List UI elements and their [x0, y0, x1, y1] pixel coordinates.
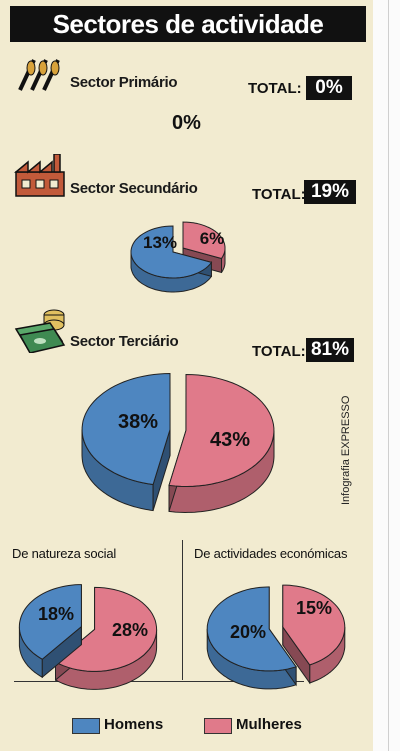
subgroup-divider [182, 540, 183, 680]
sector-secundario-total: 19% [304, 180, 356, 204]
page-title: Sectores de actividade [10, 6, 366, 42]
pie-0-label-mulheres: 6% [200, 229, 225, 248]
pie-3-label-mulheres: 15% [296, 598, 332, 618]
pie-1-label-mulheres: 43% [210, 429, 250, 451]
sector-primario-value: 0% [172, 112, 201, 134]
pie-2-label-mulheres: 28% [112, 620, 148, 640]
legend-swatch-homens [72, 718, 100, 734]
pie-chart-3: 20% 15% [206, 584, 346, 690]
legend-swatch-mulheres [204, 718, 232, 734]
pie-3-slice-homens [206, 586, 297, 690]
sector-primario-name: Sector Primário [70, 74, 178, 91]
money-icon [14, 309, 66, 353]
pie-3-slice-mulheres [282, 584, 346, 685]
sector-terciario-total: 81% [306, 338, 354, 362]
pie-0-label-homens: 13% [143, 233, 177, 252]
sector-terciario-name: Sector Terciário [70, 333, 179, 350]
pie-2-slice-homens [18, 584, 82, 679]
pie-2-slice-mulheres [54, 586, 158, 690]
factory-icon [14, 154, 65, 197]
pie-chart-1: 38% 43% [81, 372, 275, 514]
subgroup-label-social: De natureza social [12, 546, 117, 561]
wheat-icon [14, 56, 62, 94]
page-edge [373, 0, 400, 751]
pie-0-slice-mulheres [182, 221, 226, 274]
sector-secundario-total-label: TOTAL: [252, 186, 306, 203]
sector-primario-total-label: TOTAL: [248, 80, 302, 97]
legend-label-homens: Homens [104, 716, 164, 733]
pie-chart-2: 18% 28% [18, 584, 158, 690]
sector-secundario-name: Sector Secundário [70, 180, 198, 197]
pie-3-label-homens: 20% [230, 622, 266, 642]
pie-1-label-homens: 38% [118, 411, 158, 433]
pie-chart-0: 13% 6% [130, 221, 226, 293]
pie-2-label-homens: 18% [38, 604, 74, 624]
pie-1-slice-mulheres [168, 373, 275, 514]
page-fold-line [388, 0, 389, 751]
pie-1-slice-homens [81, 372, 171, 512]
sector-terciario-total-label: TOTAL: [252, 343, 306, 360]
pie-0-slice-homens [130, 225, 213, 293]
legend-label-mulheres: Mulheres [236, 716, 302, 733]
legend-separator [14, 681, 304, 682]
subgroup-label-economicas: De actividades económicas [194, 546, 348, 561]
sector-primario-total: 0% [306, 76, 352, 100]
